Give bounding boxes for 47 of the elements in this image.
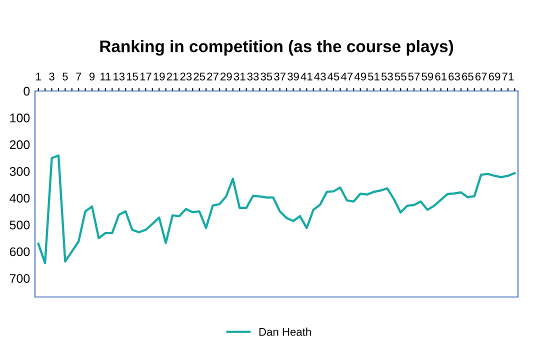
x-tick-label: 15 bbox=[126, 72, 138, 80]
x-tick-label: 53 bbox=[381, 72, 393, 80]
x-tick-label: 11 bbox=[100, 72, 111, 80]
x-tick-label: 61 bbox=[435, 72, 446, 80]
y-tick-label: 300 bbox=[10, 167, 30, 176]
y-tick-label: 600 bbox=[10, 247, 30, 256]
x-tick-label: 69 bbox=[488, 72, 500, 80]
y-tick-label: 500 bbox=[10, 220, 30, 230]
x-tick-label: 51 bbox=[368, 72, 380, 80]
x-tick-label: 35 bbox=[260, 72, 272, 80]
x-tick-label: 63 bbox=[448, 72, 460, 80]
x-tick-label: 19 bbox=[154, 72, 165, 80]
y-tick-label: 200 bbox=[10, 140, 30, 150]
x-tick-label: 43 bbox=[314, 72, 326, 80]
x-tick-label: 47 bbox=[341, 72, 353, 80]
x-tick-label: 29 bbox=[220, 72, 232, 80]
x-tick-label: 45 bbox=[328, 72, 340, 80]
x-tick-label: 31 bbox=[234, 72, 246, 80]
x-tick-label: 7 bbox=[76, 72, 82, 80]
x-tick-label: 55 bbox=[394, 72, 406, 80]
x-tick-label: 39 bbox=[288, 72, 299, 80]
x-tick-label: 25 bbox=[194, 72, 206, 80]
y-tick-label: 100 bbox=[10, 114, 30, 122]
y-tick-label: 0 bbox=[24, 86, 30, 96]
x-tick-label: 57 bbox=[408, 72, 420, 80]
x-tick-label: 33 bbox=[247, 72, 259, 80]
x-tick-label: 23 bbox=[180, 72, 192, 80]
x-tick-label: 59 bbox=[422, 72, 434, 80]
x-tick-label: 27 bbox=[207, 72, 218, 80]
x-tick-label: 71 bbox=[502, 72, 514, 80]
legend-label: Dan Heath bbox=[259, 328, 311, 336]
x-tick-label: 49 bbox=[354, 72, 366, 80]
x-tick-label: 37 bbox=[274, 72, 286, 80]
y-tick-label: 700 bbox=[10, 274, 30, 283]
x-tick-label: 67 bbox=[475, 72, 487, 80]
line-series bbox=[37, 154, 516, 264]
x-tick-label: 21 bbox=[166, 72, 178, 80]
x-tick-label: 17 bbox=[140, 72, 152, 80]
chart-title: Ranking in competition (as the course plays) bbox=[100, 40, 454, 56]
x-tick-label: 65 bbox=[462, 72, 474, 80]
y-tick-label: 400 bbox=[10, 194, 30, 203]
x-tick-label: 5 bbox=[62, 72, 68, 80]
x-tick-label: 3 bbox=[49, 72, 54, 80]
x-tick-label: 41 bbox=[300, 72, 312, 80]
x-tick-label: 9 bbox=[89, 72, 95, 80]
x-tick-label: 13 bbox=[114, 72, 125, 80]
x-tick-label: 1 bbox=[36, 72, 41, 80]
